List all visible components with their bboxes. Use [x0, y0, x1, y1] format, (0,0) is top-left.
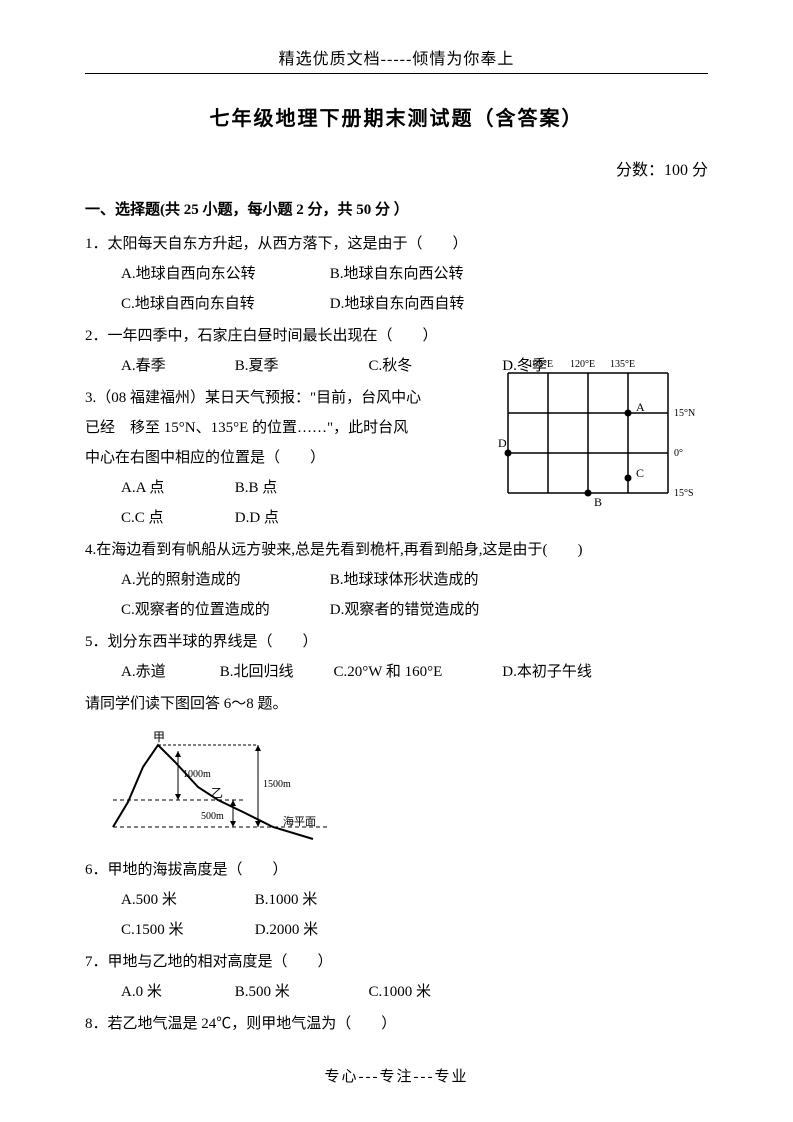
q7-opt-c: C.1000 米: [369, 977, 432, 1007]
q6-text: 6．甲地的海拔高度是（ ）: [85, 855, 708, 885]
q1-opt-a: A.地球自西向东公转: [121, 259, 326, 289]
q5-opt-a: A.赤道: [121, 657, 216, 687]
contour-diagram: 甲 乙 1000m 1500m 500m 海平面: [103, 727, 708, 847]
q3-line1: 3.（08 福建福州）某日天气预报："目前，台风中心: [85, 383, 425, 413]
q3-opt-b: B.B 点: [235, 473, 278, 503]
q7-opt-b: B.500 米: [235, 977, 365, 1007]
point-d: D: [498, 436, 507, 450]
exam-title: 七年级地理下册期末测试题（含答案）: [85, 102, 708, 131]
question-5: 5．划分东西半球的界线是（ ） A.赤道 B.北回归线 C.20°W 和 160…: [85, 627, 708, 687]
q4-opt-b: B.地球球体形状造成的: [330, 565, 479, 595]
q3-line3: 中心在右图中相应的位置是（ ）: [85, 443, 425, 473]
instruction-6-8: 请同学们读下图回答 6～8 题。: [85, 689, 708, 719]
question-4: 4.在海边看到有帆船从远方驶来,总是先看到桅杆,再看到船身,这是由于( ) A.…: [85, 535, 708, 625]
label-500m: 500m: [201, 811, 224, 822]
q3-opt-d: D.D 点: [235, 503, 279, 533]
lon-label-2: 120°E: [570, 359, 595, 370]
map-diagram: 105°E 120°E 135°E 15°N 0° 15°S A B C D: [498, 353, 718, 524]
q2-opt-c: C.秋冬: [369, 351, 499, 381]
q1-opt-d: D.地球自东向西自转: [330, 289, 465, 319]
q1-opt-b: B.地球自东向西公转: [330, 259, 464, 289]
lon-label-1: 105°E: [528, 359, 553, 370]
label-jia: 甲: [153, 730, 165, 744]
lat-label-1: 15°N: [674, 408, 695, 419]
question-7: 7．甲地与乙地的相对高度是（ ） A.0 米 B.500 米 C.1000 米: [85, 947, 708, 1007]
q6-opt-b: B.1000 米: [255, 885, 318, 915]
q1-opt-c: C.地球自西向东自转: [121, 289, 326, 319]
score-label: 分数：100 分: [85, 156, 708, 180]
q4-opt-a: A.光的照射造成的: [121, 565, 326, 595]
q4-opt-d: D.观察者的错觉造成的: [330, 595, 480, 625]
q3-opt-c: C.C 点: [121, 503, 231, 533]
point-a: A: [636, 400, 645, 414]
label-1500m: 1500m: [263, 779, 291, 790]
q7-text: 7．甲地与乙地的相对高度是（ ）: [85, 947, 708, 977]
question-8: 8．若乙地气温是 24℃，则甲地气温为（ ）: [85, 1009, 708, 1039]
q2-opt-a: A.春季: [121, 351, 231, 381]
label-yi: 乙: [211, 786, 223, 800]
label-sea: 海平面: [283, 814, 316, 828]
q4-text: 4.在海边看到有帆船从远方驶来,总是先看到桅杆,再看到船身,这是由于( ): [85, 535, 708, 565]
lat-label-3: 15°S: [674, 488, 694, 499]
q2-text: 2．一年四季中，石家庄白昼时间最长出现在（ ）: [85, 321, 708, 351]
q5-opt-b: B.北回归线: [220, 657, 330, 687]
q6-opt-c: C.1500 米: [121, 915, 251, 945]
q5-opt-d: D.本初子午线: [502, 657, 592, 687]
q3-opt-a: A.A 点: [121, 473, 231, 503]
document-header: 精选优质文档-----倾情为你奉上: [85, 45, 708, 74]
q6-opt-d: D.2000 米: [255, 915, 318, 945]
label-1000m: 1000m: [183, 769, 211, 780]
q6-opt-a: A.500 米: [121, 885, 251, 915]
point-c: C: [636, 466, 644, 480]
lon-label-3: 135°E: [610, 359, 635, 370]
q5-opt-c: C.20°W 和 160°E: [334, 657, 499, 687]
question-1: 1．太阳每天自东方升起，从西方落下，这是由于（ ） A.地球自西向东公转 B.地…: [85, 229, 708, 319]
q5-text: 5．划分东西半球的界线是（ ）: [85, 627, 708, 657]
point-b: B: [594, 495, 602, 509]
q8-text: 8．若乙地气温是 24℃，则甲地气温为（ ）: [85, 1009, 708, 1039]
section-1-title: 一、选择题(共 25 小题，每小题 2 分，共 50 分 ）: [85, 198, 708, 219]
lat-label-2: 0°: [674, 448, 683, 459]
question-6: 6．甲地的海拔高度是（ ） A.500 米 B.1000 米 C.1500 米 …: [85, 855, 708, 945]
q7-opt-a: A.0 米: [121, 977, 231, 1007]
q1-text: 1．太阳每天自东方升起，从西方落下，这是由于（ ）: [85, 229, 708, 259]
q3-line2: 已经 移至 15°N、135°E 的位置……"，此时台风: [85, 413, 425, 443]
question-3: 3.（08 福建福州）某日天气预报："目前，台风中心 已经 移至 15°N、13…: [85, 383, 708, 533]
q4-opt-c: C.观察者的位置造成的: [121, 595, 326, 625]
document-footer: 专心---专注---专业: [0, 1065, 793, 1086]
q2-opt-b: B.夏季: [235, 351, 365, 381]
